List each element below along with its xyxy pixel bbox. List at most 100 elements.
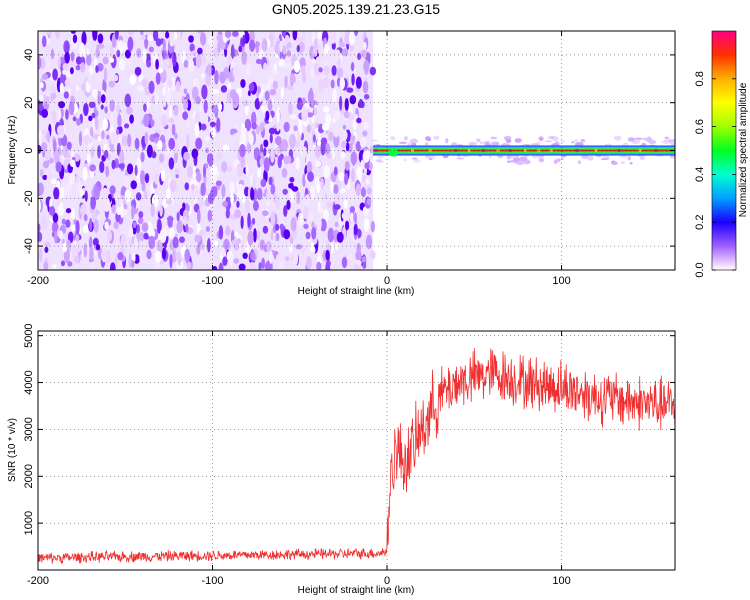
- noise-speckle: [121, 135, 128, 147]
- noise-speckle: [173, 105, 179, 116]
- noise-speckle: [191, 50, 197, 57]
- noise-speckle: [262, 225, 269, 234]
- noise-speckle: [324, 142, 331, 155]
- noise-speckle: [333, 126, 340, 138]
- noise-speckle: [109, 262, 116, 270]
- noise-speckle: [116, 128, 120, 135]
- noise-speckle: [287, 84, 294, 91]
- noise-speckle: [126, 106, 133, 115]
- noise-speckle: [251, 217, 256, 225]
- noise-speckle: [69, 61, 76, 68]
- noise-speckle: [296, 101, 304, 111]
- noise-speckle: [200, 32, 207, 46]
- noise-speckle: [92, 31, 98, 41]
- noise-speckle: [360, 174, 367, 183]
- noise-speckle: [356, 117, 362, 124]
- noise-speckle: [196, 209, 201, 224]
- noise-speckle: [157, 67, 164, 73]
- noise-speckle: [103, 197, 111, 213]
- noise-speckle: [75, 56, 82, 65]
- snr-frame: [37, 330, 676, 571]
- noise-speckle: [53, 230, 58, 244]
- noise-speckle: [129, 86, 135, 100]
- noise-speckle: [353, 223, 358, 236]
- noise-speckle: [339, 77, 346, 90]
- noise-speckle: [95, 244, 101, 251]
- noise-speckle: [82, 225, 89, 234]
- noise-speckle: [131, 235, 135, 245]
- noise-speckle: [97, 145, 101, 159]
- noise-speckle: [310, 184, 316, 200]
- noise-speckle: [216, 34, 224, 42]
- band-sidelobe: [531, 155, 538, 159]
- noise-speckle: [237, 183, 244, 191]
- noise-speckle: [45, 58, 51, 73]
- noise-speckle: [263, 147, 267, 157]
- noise-speckle: [244, 118, 252, 132]
- noise-speckle: [353, 211, 358, 224]
- noise-speckle: [333, 184, 339, 195]
- noise-speckle: [76, 118, 81, 126]
- noise-speckle: [284, 75, 288, 89]
- noise-speckle: [328, 131, 334, 142]
- noise-speckle: [270, 230, 274, 241]
- noise-speckle: [277, 155, 282, 169]
- noise-speckle: [216, 117, 221, 132]
- noise-speckle: [118, 58, 126, 71]
- noise-speckle: [157, 140, 163, 150]
- band-sidelobe: [587, 155, 594, 161]
- noise-speckle: [148, 46, 154, 53]
- noise-speckle: [279, 40, 283, 53]
- noise-speckle: [325, 262, 331, 270]
- noise-speckle: [303, 223, 309, 230]
- noise-speckle: [168, 137, 176, 150]
- noise-speckle: [148, 235, 156, 250]
- colorbar-ticks: 0.0 0.2 0.4 0.6 0.8: [694, 71, 736, 278]
- noise-speckle: [49, 85, 57, 93]
- noise-speckle: [62, 63, 69, 71]
- band-sidelobe: [560, 155, 564, 161]
- noise-speckle: [205, 147, 210, 154]
- noise-speckle: [315, 122, 319, 129]
- noise-speckle: [133, 237, 138, 250]
- noise-speckle: [330, 31, 337, 44]
- band-peak-dot: [374, 148, 378, 153]
- noise-speckle: [267, 99, 273, 111]
- noise-speckle: [344, 97, 349, 112]
- noise-speckle: [339, 42, 346, 48]
- noise-speckle: [211, 106, 219, 114]
- band-peak-dot: [467, 148, 471, 153]
- band-sidelobe: [614, 135, 622, 141]
- noise-speckle: [38, 199, 41, 213]
- noise-speckle: [150, 119, 155, 127]
- noise-speckle: [288, 133, 296, 149]
- noise-speckle: [212, 88, 220, 95]
- noise-speckle: [311, 221, 315, 229]
- noise-speckle: [363, 149, 371, 163]
- noise-speckle: [362, 130, 368, 137]
- noise-speckle: [102, 79, 107, 94]
- noise-speckle: [206, 238, 211, 253]
- noise-speckle: [224, 31, 232, 39]
- noise-speckle: [211, 126, 216, 138]
- noise-speckle: [74, 153, 81, 162]
- noise-speckle: [338, 172, 345, 182]
- noise-speckle: [68, 176, 73, 187]
- noise-speckle: [258, 92, 263, 103]
- band-sidelobe: [670, 143, 675, 146]
- snr-x-tick-label: 0: [384, 575, 390, 587]
- noise-speckle: [117, 113, 122, 128]
- noise-speckle: [317, 44, 322, 55]
- noise-speckle: [274, 135, 282, 146]
- noise-speckle: [65, 130, 72, 144]
- noise-speckle: [146, 249, 152, 260]
- noise-speckle: [336, 67, 344, 78]
- band-sidelobe: [664, 136, 670, 140]
- noise-speckle: [184, 182, 190, 191]
- snr-series-line: [38, 348, 675, 565]
- noise-speckle: [312, 47, 318, 57]
- band-peak-dot: [481, 148, 486, 153]
- noise-speckle: [284, 62, 290, 69]
- noise-speckle: [182, 111, 189, 120]
